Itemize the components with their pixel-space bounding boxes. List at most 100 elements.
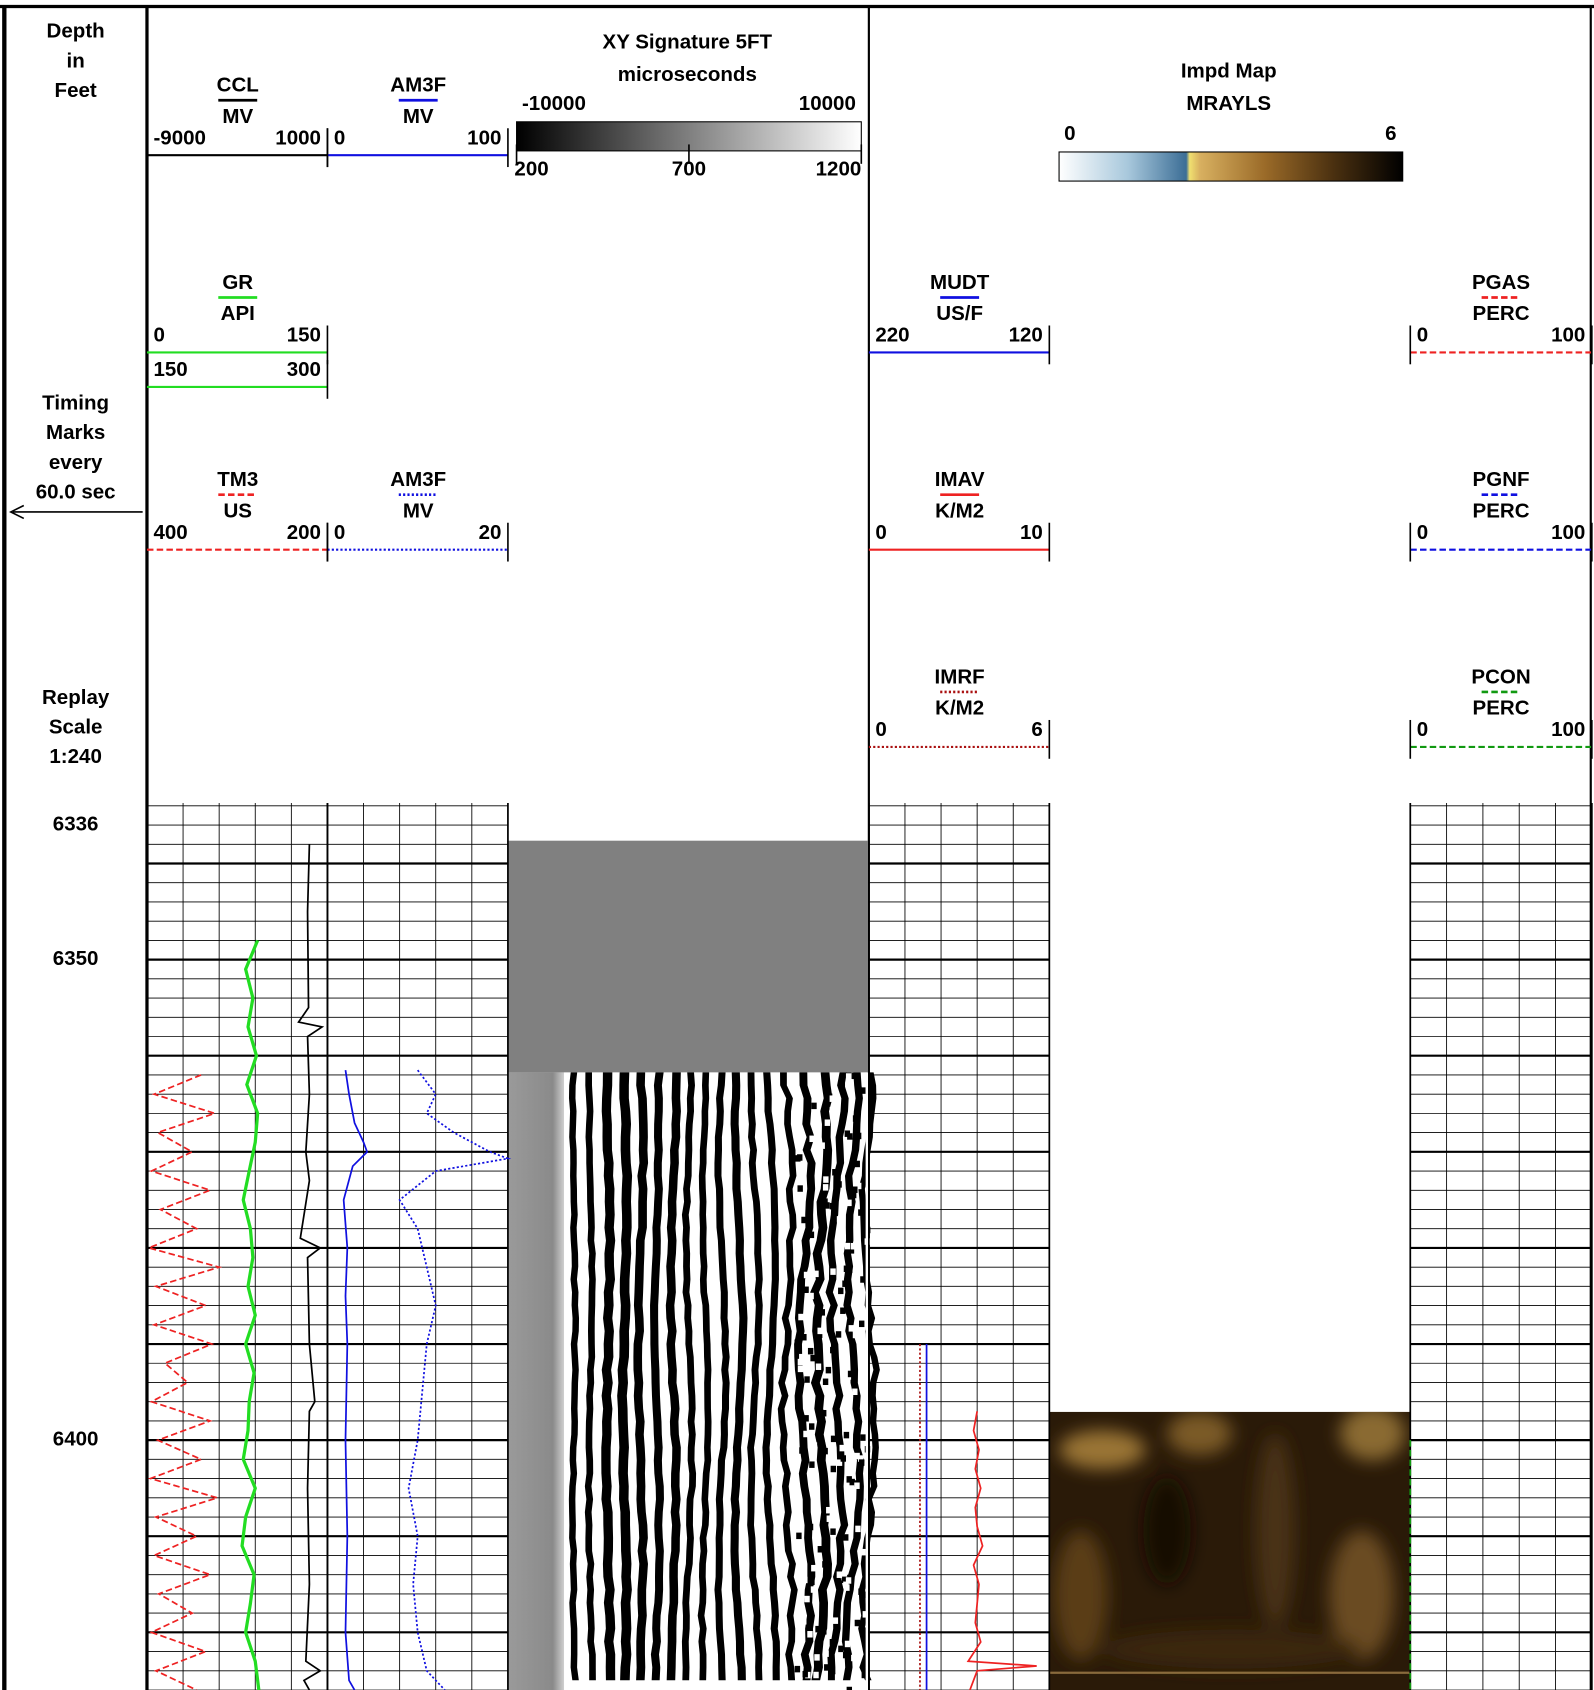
xy-speckle [819, 1309, 826, 1316]
xy-speckle [860, 1434, 866, 1441]
xy-speckle [835, 1386, 841, 1393]
xy-speckle [830, 1465, 837, 1473]
xy-speckle [844, 1584, 850, 1591]
xy-speckle [858, 1588, 864, 1595]
xy-speckle [846, 1476, 852, 1483]
xy-stripe [681, 1072, 697, 1681]
xy-speckle [809, 1461, 815, 1468]
depth-label: 6350 [53, 947, 99, 970]
xy-speckle [855, 1132, 862, 1140]
xy-speckle [822, 1447, 828, 1455]
scale-right: 120 [1009, 324, 1043, 347]
xy-speckle [822, 1198, 828, 1205]
xy-speckle [825, 1366, 832, 1374]
xy-speckle [823, 1176, 829, 1183]
scale-right: 100 [1551, 324, 1585, 347]
xy-speckle [834, 1674, 841, 1681]
xy-speckle [811, 1564, 817, 1572]
curve-unit: API [221, 302, 255, 325]
xy-speckle [822, 1333, 828, 1340]
depth-track-text: 60.0 sec [36, 481, 116, 504]
scale-left: 0 [334, 521, 345, 544]
xy-speckle [799, 1447, 805, 1454]
curve-unit: MV [403, 105, 434, 128]
xy-speckle [850, 1191, 857, 1199]
xy-speckle [822, 1561, 828, 1568]
xy-speckle [857, 1330, 863, 1337]
xy-speckle [854, 1619, 861, 1627]
xy-speckle [842, 1280, 848, 1287]
scale-right: 6 [1031, 718, 1042, 741]
curve-name: TM3 [217, 468, 258, 491]
xy-speckle [798, 1313, 804, 1321]
xy-speckle [810, 1354, 816, 1362]
depth-track-text: Scale [49, 715, 103, 738]
scale-left: 0 [1417, 718, 1428, 741]
impd-blob [1255, 1433, 1295, 1628]
curve-name: CCL [217, 74, 259, 97]
xy-speckle [797, 1365, 804, 1373]
xy-speckle [858, 1459, 865, 1466]
xy-speckle [801, 1618, 807, 1625]
xy-speckle [836, 1571, 843, 1578]
xy-speckle [854, 1160, 860, 1168]
xy-speckle [820, 1409, 827, 1417]
xy-speckle [855, 1182, 862, 1190]
xy-speckle [809, 1423, 815, 1430]
curve-name: AM3F [390, 468, 446, 491]
xy-speckle [836, 1459, 843, 1466]
xy-speckle [811, 1442, 818, 1449]
scale-right: 20 [479, 521, 502, 544]
xy-speckle [850, 1242, 857, 1250]
scale-left: 0 [875, 718, 886, 741]
xy-speckle [835, 1331, 842, 1338]
depth-track-text: Timing [42, 392, 109, 415]
xy-speckle [796, 1532, 802, 1540]
xy-speckle [804, 1595, 810, 1603]
xy-speckle [823, 1650, 829, 1657]
xy-speckle [843, 1534, 849, 1541]
xy-speckle [860, 1276, 866, 1283]
depth-track-text: Depth [47, 20, 105, 43]
impd-title: Impd Map [1181, 60, 1277, 83]
xy-speckle [826, 1515, 833, 1522]
xy-speckle [848, 1247, 855, 1254]
xy-speckle [854, 1452, 860, 1460]
xy-speckle [802, 1451, 808, 1459]
scale-left: -9000 [153, 126, 206, 149]
xy-color-max: 10000 [799, 92, 856, 115]
xy-speckle [826, 1379, 833, 1386]
xy-speckle [862, 1611, 869, 1618]
xy-speckle [820, 1607, 826, 1614]
xy-speckle [813, 1381, 819, 1388]
xy-stripe [730, 1072, 748, 1681]
xy-stripe-mask [865, 1072, 869, 1690]
xy-speckle [847, 1266, 853, 1273]
log-curve [342, 1070, 369, 1690]
scale-right: 200 [287, 521, 321, 544]
xy-speckle [862, 1627, 869, 1634]
xy-speckle [838, 1645, 844, 1653]
xy-speckle [860, 1087, 866, 1094]
grid [146, 802, 1593, 1690]
xy-speckle [807, 1347, 814, 1355]
xy-speckle [861, 1671, 867, 1679]
depth-track-text: in [67, 49, 85, 72]
log-curve [398, 1069, 512, 1690]
xy-speckle [830, 1268, 836, 1275]
xy-stripe [617, 1072, 633, 1681]
curve-name: PGAS [1472, 271, 1530, 294]
xy-speckle [815, 1363, 822, 1370]
xy-speckle [851, 1654, 857, 1662]
xy-speckle [843, 1431, 850, 1439]
depth-track-text: Replay [42, 686, 110, 709]
xy-speckle [829, 1095, 836, 1102]
images [507, 840, 1411, 1690]
xy-speckle [849, 1478, 855, 1486]
impd-color-bar [1058, 151, 1404, 182]
xy-color-min: -10000 [522, 92, 586, 115]
impd-blob [1167, 1411, 1232, 1456]
labels: Depth in Feet Timing Marks every 60.0 sec Repla… [36, 20, 1593, 1451]
xy-speckle [836, 1216, 843, 1223]
xy-speckle [817, 1331, 823, 1339]
